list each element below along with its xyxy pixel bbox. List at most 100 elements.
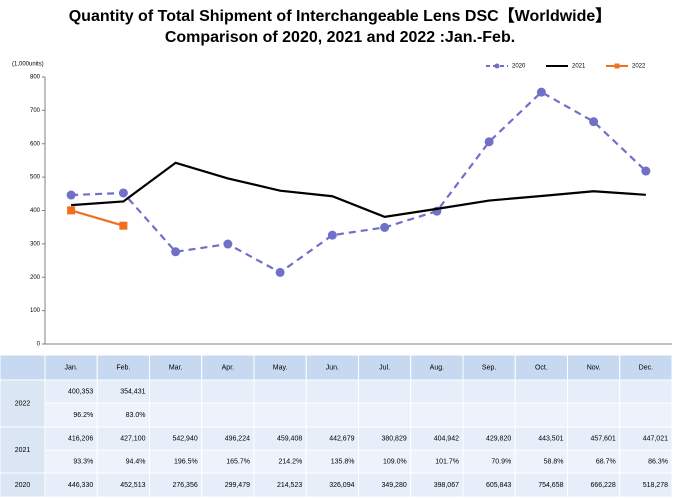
table-cell — [44, 354, 98, 381]
y-axis-label: (1,000units) — [12, 62, 44, 68]
table-value: 354,431 — [120, 388, 145, 395]
y-tick-label: 800 — [30, 75, 41, 81]
table-value: 446,330 — [68, 482, 93, 489]
legend-label: 2021 — [572, 64, 586, 70]
column-header: Jan. — [65, 364, 78, 371]
y-tick-label: 200 — [30, 275, 41, 281]
table-cell — [305, 354, 359, 381]
table-cell — [619, 354, 673, 381]
column-header: Aug. — [430, 364, 444, 371]
series-line — [71, 161, 646, 219]
table-value: 754,658 — [538, 482, 563, 489]
table-value: 68.7% — [596, 458, 616, 465]
table-cell — [462, 402, 516, 428]
table-cell — [201, 402, 255, 428]
table-value: 443,501 — [538, 435, 563, 442]
table-value: 83.0% — [126, 412, 146, 419]
table-cell — [410, 354, 464, 381]
table-cell — [514, 472, 568, 498]
point — [484, 137, 494, 147]
point — [67, 206, 76, 215]
row-header: 2022 — [15, 400, 31, 407]
table-cell — [567, 354, 621, 381]
legend-label: 2020 — [512, 64, 526, 70]
table-cell — [410, 472, 464, 498]
y-tick-label: 500 — [30, 175, 41, 181]
table-cell — [96, 472, 150, 498]
table-value: 398,067 — [434, 482, 459, 489]
point — [327, 230, 337, 240]
table-cell — [253, 354, 307, 381]
table-value: 165.7% — [226, 458, 250, 465]
row-header: 2021 — [15, 447, 31, 454]
point — [119, 221, 128, 230]
table-cell — [253, 402, 307, 428]
table-cell — [619, 402, 673, 428]
table-cell — [305, 379, 359, 404]
table-cell — [567, 379, 621, 404]
table-cell — [305, 472, 359, 498]
chart-subtitle: Comparison of 2020, 2021 and 2022 :Jan.-… — [165, 29, 515, 46]
table-cell — [358, 379, 412, 404]
point — [589, 117, 599, 127]
column-header: May. — [273, 364, 288, 371]
legend-marker — [614, 63, 620, 69]
table-cell — [619, 379, 673, 404]
column-header: Jun. — [326, 364, 339, 371]
point — [118, 188, 128, 198]
point — [380, 222, 390, 232]
column-header: Nov. — [587, 364, 601, 371]
y-tick-label: 400 — [30, 208, 41, 214]
table-value: 276,356 — [172, 482, 197, 489]
table-value: 518,278 — [643, 482, 668, 489]
table-value: 109.0% — [383, 458, 407, 465]
point — [275, 267, 285, 277]
table-value: 459,408 — [277, 435, 302, 442]
table-cell — [96, 402, 150, 428]
table-cell — [514, 379, 568, 404]
table-value: 214.2% — [279, 458, 303, 465]
table-cell — [44, 472, 98, 498]
column-header: Dec. — [639, 364, 653, 371]
table-value: 452,513 — [120, 482, 145, 489]
table-value: 101.7% — [435, 458, 459, 465]
table-cell — [410, 402, 464, 428]
column-header: Apr. — [222, 364, 235, 371]
table-cell — [201, 472, 255, 498]
table-value: 58.8% — [544, 458, 564, 465]
column-header: Mar. — [169, 364, 183, 371]
table-cell — [567, 402, 621, 428]
table-cell — [253, 472, 307, 498]
table-value: 605,843 — [486, 482, 511, 489]
table-value: 457,601 — [590, 435, 615, 442]
table-value: 349,280 — [381, 482, 406, 489]
point — [66, 190, 76, 200]
legend-marker — [494, 63, 500, 69]
point — [536, 87, 546, 97]
table-value: 93.3% — [73, 458, 93, 465]
table-cell — [410, 379, 464, 404]
y-tick-label: 0 — [37, 342, 41, 348]
table-value: 404,942 — [434, 435, 459, 442]
table-cell — [0, 354, 46, 381]
table-value: 442,679 — [329, 435, 354, 442]
series-line — [70, 209, 124, 227]
column-header: Sep. — [482, 364, 496, 371]
table-value: 96.2% — [73, 412, 93, 419]
table-cell — [201, 354, 255, 381]
table-value: 496,224 — [225, 435, 250, 442]
table-cell — [201, 379, 255, 404]
y-tick-label: 700 — [30, 108, 41, 114]
table-cell — [514, 402, 568, 428]
table-value: 447,021 — [643, 435, 668, 442]
table-value: 427,100 — [120, 435, 145, 442]
table-cell — [253, 379, 307, 404]
table-value: 70.9% — [491, 458, 511, 465]
table-value: 542,940 — [172, 435, 197, 442]
column-header: Feb. — [116, 364, 130, 371]
chart-title: Quantity of Total Shipment of Interchang… — [69, 7, 612, 25]
table-value: 416,206 — [68, 435, 93, 442]
table-cell — [462, 472, 516, 498]
point — [223, 239, 233, 249]
